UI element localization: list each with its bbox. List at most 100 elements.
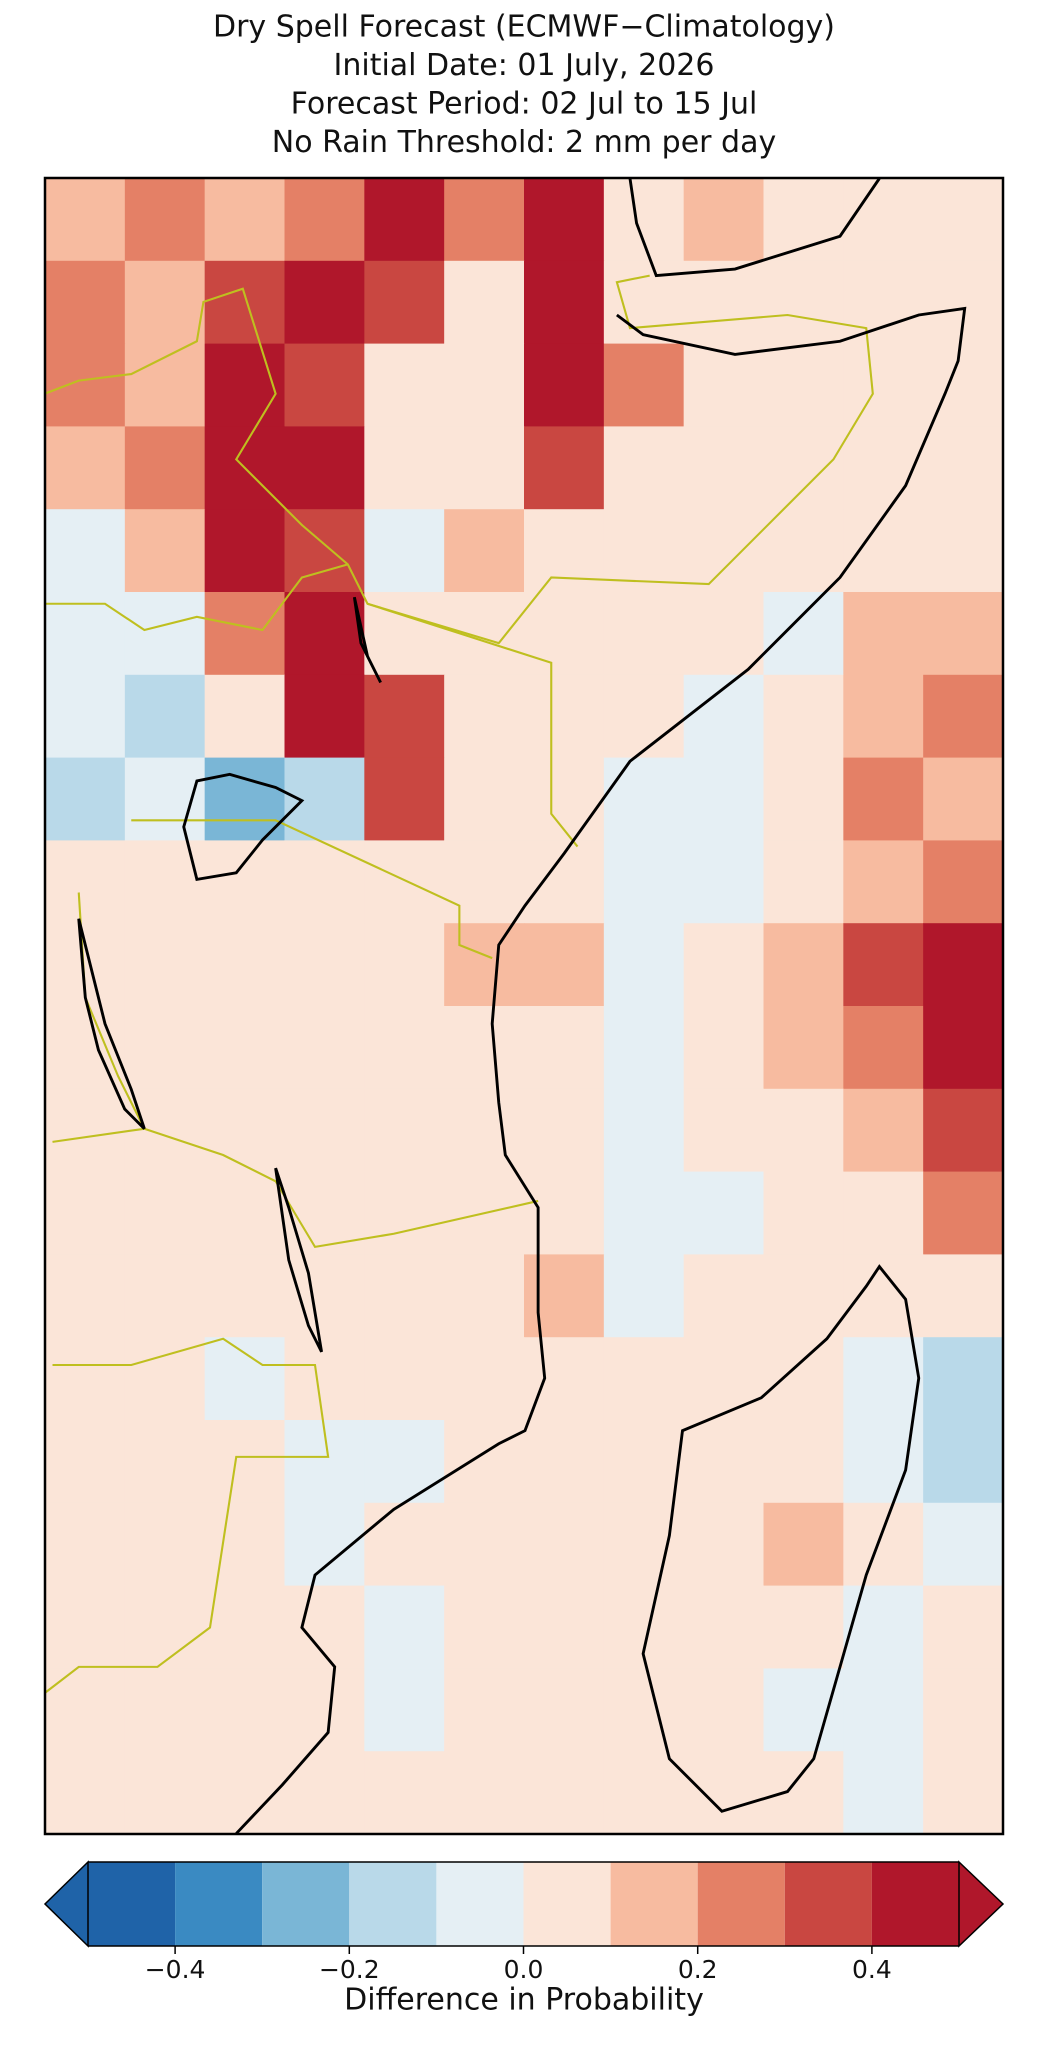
title-line: Forecast Period: 02 Jul to 15 Jul bbox=[291, 87, 758, 122]
colorbar-tick-label: 0.2 bbox=[678, 1955, 718, 1984]
grid-cell bbox=[843, 1337, 924, 1421]
grid-cell bbox=[763, 1006, 844, 1090]
grid-cell bbox=[763, 1088, 844, 1173]
grid-cell bbox=[763, 923, 844, 1007]
grid-cell bbox=[45, 592, 126, 676]
grid-cell bbox=[124, 592, 206, 676]
grid-cell bbox=[204, 509, 285, 593]
grid-cell bbox=[763, 343, 844, 427]
grid-cell bbox=[603, 426, 685, 510]
grid-cell bbox=[45, 1585, 126, 1669]
grid-cell bbox=[843, 1088, 924, 1173]
grid-cell bbox=[124, 1254, 206, 1338]
grid-cell bbox=[204, 343, 285, 427]
grid-cell bbox=[364, 757, 445, 841]
grid-cell bbox=[923, 509, 1004, 593]
grid-cell bbox=[284, 260, 365, 345]
grid-cell bbox=[683, 426, 764, 510]
colorbar: −0.4 −0.2 0.0 0.2 0.4 bbox=[43, 1860, 1005, 1984]
grid-cell bbox=[524, 1420, 605, 1504]
lake bbox=[77, 918, 146, 1130]
grid-cell bbox=[843, 509, 924, 593]
border bbox=[367, 602, 579, 848]
grid-cell bbox=[603, 923, 685, 1007]
grid-cell bbox=[124, 1420, 206, 1504]
grid-cell bbox=[683, 1420, 764, 1504]
grid-cell bbox=[45, 426, 126, 510]
grid-cell bbox=[923, 840, 1004, 924]
grid-cell bbox=[444, 1668, 525, 1752]
grid-cell bbox=[45, 1668, 126, 1752]
grid-cell bbox=[45, 840, 126, 924]
lake bbox=[182, 772, 305, 882]
colorbar-bin bbox=[871, 1862, 959, 1946]
grid-cell bbox=[843, 840, 924, 924]
grid-cell bbox=[524, 757, 605, 841]
grid-cell bbox=[843, 757, 924, 841]
grid-cell bbox=[364, 923, 445, 1007]
grid-cell bbox=[204, 1502, 285, 1587]
grid-cell bbox=[843, 1668, 924, 1752]
grid-cell bbox=[683, 178, 764, 262]
grid-cell bbox=[683, 1751, 764, 1835]
coastline bbox=[235, 306, 967, 1835]
grid-cell bbox=[364, 1751, 445, 1835]
border bbox=[43, 1337, 330, 1694]
grid-cell bbox=[444, 840, 525, 924]
grid-cell bbox=[524, 426, 605, 510]
grid-cell bbox=[364, 674, 445, 759]
colorbar-bin bbox=[88, 1862, 176, 1946]
grid-cell bbox=[923, 674, 1004, 759]
grid-cell bbox=[444, 426, 525, 510]
grid-cell bbox=[843, 260, 924, 345]
grid-cell bbox=[364, 178, 445, 262]
map-frame bbox=[43, 176, 1005, 1836]
grid-cell bbox=[444, 178, 525, 262]
grid-cell bbox=[683, 923, 764, 1007]
grid-cell bbox=[763, 426, 844, 510]
grid-cell bbox=[763, 1254, 844, 1338]
grid-cell bbox=[45, 509, 126, 593]
grid-cell bbox=[124, 1337, 206, 1421]
grid-cell bbox=[763, 1502, 844, 1587]
grid-cell bbox=[843, 178, 924, 262]
grid-cell bbox=[444, 1006, 525, 1090]
grid-cell bbox=[843, 1006, 924, 1090]
grid-cell bbox=[444, 1751, 525, 1835]
grid-cell bbox=[284, 509, 365, 593]
grid-cell bbox=[843, 1751, 924, 1835]
colorbar-tick-label: 0.0 bbox=[504, 1955, 544, 1984]
grid-cell bbox=[524, 1254, 605, 1338]
title-line: Initial Date: 01 July, 2026 bbox=[334, 48, 715, 83]
grid-cell bbox=[45, 1254, 126, 1338]
grid-cell bbox=[603, 1254, 685, 1338]
grid-cell bbox=[364, 343, 445, 427]
grid-cell bbox=[364, 592, 445, 676]
grid-cell bbox=[124, 1585, 206, 1669]
grid-cell bbox=[124, 674, 206, 759]
raster bbox=[45, 178, 1004, 1835]
grid-cell bbox=[524, 1668, 605, 1752]
border bbox=[144, 1127, 539, 1249]
grid-cell bbox=[763, 509, 844, 593]
grid-cell bbox=[364, 426, 445, 510]
grid-cell bbox=[204, 1751, 285, 1835]
grid-cell bbox=[45, 1171, 126, 1255]
grid-cell bbox=[524, 1585, 605, 1669]
grid-cell bbox=[603, 1420, 685, 1504]
grid-cell bbox=[444, 1502, 525, 1587]
grid-cell bbox=[524, 178, 605, 262]
grid-cell bbox=[204, 1585, 285, 1669]
grid-cell bbox=[284, 426, 365, 510]
grid-cell bbox=[603, 1171, 685, 1255]
grid-cell bbox=[923, 1420, 1004, 1504]
grid-cell bbox=[603, 1668, 685, 1752]
grid-cell bbox=[284, 923, 365, 1007]
grid-cell bbox=[45, 1337, 126, 1421]
lake bbox=[274, 1167, 323, 1353]
grid-cell bbox=[843, 426, 924, 510]
grid-cell bbox=[683, 1088, 764, 1173]
grid-cell bbox=[444, 674, 525, 759]
grid-cell bbox=[524, 1006, 605, 1090]
grid-cell bbox=[763, 1420, 844, 1504]
